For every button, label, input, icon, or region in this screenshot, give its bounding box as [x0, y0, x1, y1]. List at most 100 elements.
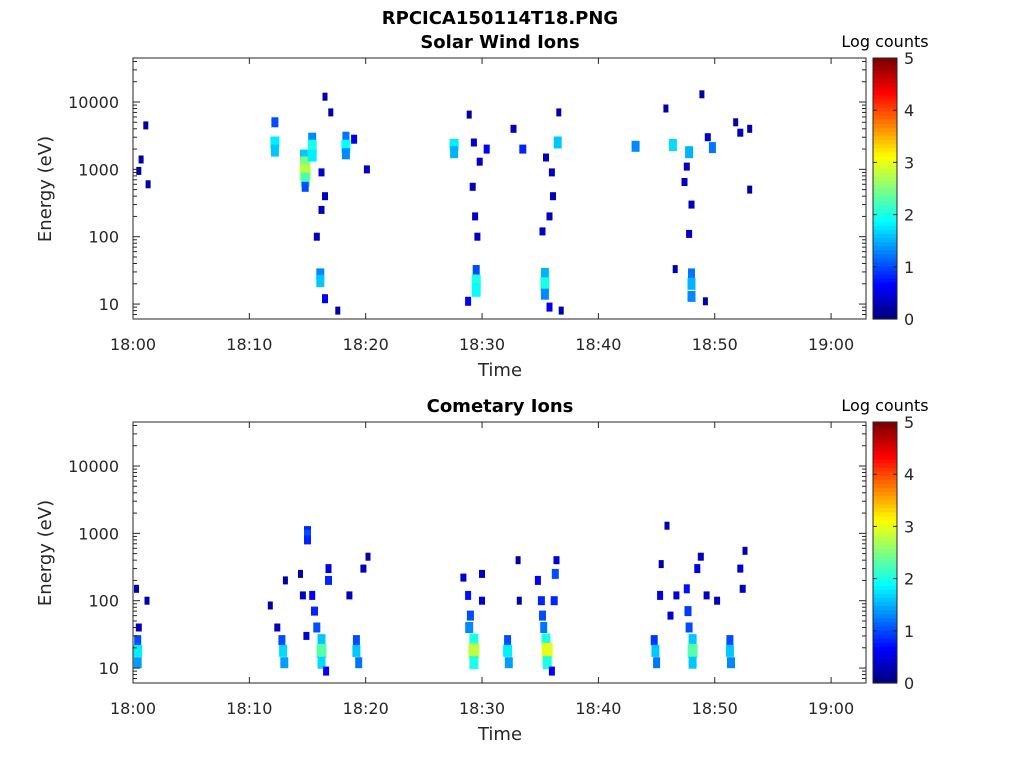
cometary-colorbar-step [873, 560, 897, 566]
cometary-cell-50 [540, 622, 548, 633]
solar-wind-colorbar-step [873, 188, 897, 194]
solar-wind-colorbar-step [873, 155, 897, 161]
cometary-cell-54 [551, 568, 559, 579]
cometary-colorbar-step [873, 674, 897, 680]
cometary-colorbar-step [873, 442, 897, 448]
solar-wind-cell-71 [672, 265, 678, 274]
cometary-cell-68 [685, 622, 693, 633]
cometary-xtick-label-0: 18:00 [110, 699, 156, 718]
cometary-cell-63 [664, 521, 670, 530]
cometary-cell-6 [267, 601, 273, 610]
cometary-colorbar-frame [872, 421, 898, 684]
cometary-cell-43 [503, 644, 513, 657]
cometary-colorbar-step [873, 544, 897, 550]
solar-wind-cell-54 [540, 288, 549, 300]
solar-wind-cell-45 [543, 153, 549, 162]
cometary-cell-23 [317, 656, 326, 669]
solar-wind-colorbar-step [873, 229, 897, 234]
cometary-cell-4 [133, 657, 142, 669]
cometary-cell-46 [516, 596, 522, 605]
solar-wind-colorbar-step [873, 139, 897, 145]
cometary-colorbar-tick-label-3: 3 [904, 517, 914, 536]
solar-wind-colorbar-step [873, 212, 897, 218]
cometary-colorbar-step [873, 434, 897, 439]
solar-wind-xtick-label-0: 18:00 [110, 335, 156, 354]
solar-wind-cell-38 [483, 144, 490, 154]
cometary-cell-5 [144, 596, 150, 605]
solar-wind-colorbar-step [873, 135, 897, 141]
solar-wind-colorbar-step [873, 172, 897, 177]
cometary-colorbar-step [873, 597, 897, 603]
figure-title: RPCICA150114T18.PNG [382, 8, 618, 29]
solar-wind-colorbar-step [873, 217, 897, 222]
cometary-cell-80 [739, 584, 746, 593]
cometary-cell-10 [279, 644, 288, 657]
solar-wind-cell-26 [316, 268, 325, 280]
solar-wind-ytick-label-0: 10 [99, 295, 119, 314]
solar-wind-colorbar-step [873, 233, 897, 239]
cometary-cell-77 [725, 644, 734, 657]
solar-wind-panel: Solar Wind Ions 18:00 18:10 18:20 18:30 18:4… [35, 32, 929, 381]
solar-wind-cell-52 [540, 267, 549, 280]
solar-wind-cell-50 [553, 136, 562, 149]
cometary-colorbar-step [873, 499, 897, 505]
cometary-colorbar-step [873, 617, 897, 623]
solar-wind-ytick-label-1: 100 [88, 228, 119, 247]
cometary-cell-41 [479, 596, 485, 605]
solar-wind-cell-76 [747, 185, 753, 194]
solar-wind-cell-19 [322, 92, 328, 101]
solar-wind-colorbar-step [873, 62, 897, 67]
cometary-xtick-label-2: 18:20 [343, 699, 389, 718]
cometary-colorbar-step [873, 670, 897, 676]
solar-wind-cell-23 [341, 148, 350, 160]
cometary-colorbar-step [873, 589, 897, 594]
solar-wind-colorbar-step [873, 314, 897, 320]
solar-wind-colorbar-step [873, 90, 897, 96]
solar-wind-cell-63 [688, 200, 695, 209]
cometary-colorbar-step [873, 646, 897, 651]
solar-wind-colorbar-step [873, 249, 897, 255]
cometary-cell-65 [673, 591, 680, 600]
solar-wind-cell-12 [308, 132, 317, 144]
solar-wind-cell-20 [328, 108, 334, 117]
solar-wind-colorbar-step [873, 278, 897, 283]
cometary-heatmap [133, 521, 748, 676]
solar-wind-colorbar-step [873, 241, 897, 247]
cometary-colorbar-step [873, 536, 897, 541]
cometary-cell-64 [667, 611, 674, 620]
cometary-colorbar-step [873, 650, 897, 656]
cometary-cell-36 [465, 622, 474, 633]
cometary-colorbar-step [873, 515, 897, 521]
cometary-xtick-label-3: 18:30 [459, 699, 505, 718]
solar-wind-cell-24 [351, 134, 358, 144]
cometary-cell-58 [650, 635, 658, 646]
cometary-xlabel: Time [477, 724, 522, 745]
cometary-cell-55 [553, 556, 560, 565]
solar-wind-colorbar-step [873, 70, 897, 75]
cometary-cell-56 [550, 596, 558, 606]
solar-wind-colorbar-tick-label-0: 0 [904, 310, 914, 329]
cometary-cell-71 [688, 656, 697, 669]
cometary-cell-13 [299, 591, 306, 600]
solar-wind-cell-60 [685, 146, 694, 159]
cometary-cell-75 [714, 596, 721, 605]
solar-wind-cell-37 [474, 232, 481, 241]
solar-wind-cell-27 [316, 275, 325, 287]
cometary-colorbar-step [873, 446, 897, 452]
solar-wind-ytick-label-2: 1000 [78, 160, 119, 179]
cometary-cell-35 [466, 610, 474, 621]
cometary-colorbar-step [873, 470, 897, 476]
cometary-colorbar-tick-label-1: 1 [904, 622, 914, 641]
cometary-colorbar-step [873, 654, 897, 660]
solar-wind-colorbar-step [873, 127, 897, 133]
solar-wind-cell-22 [341, 139, 351, 153]
solar-wind-ylabel: Energy (eV) [35, 136, 56, 242]
solar-wind-cell-18 [313, 232, 320, 241]
solar-wind-xtick-label-3: 18:30 [459, 335, 505, 354]
cometary-cell-79 [737, 564, 744, 573]
solar-wind-colorbar-step [873, 274, 897, 279]
cometary-colorbar-step [873, 548, 897, 554]
cometary-x-axis: 18:00 18:10 18:20 18:30 18:40 18:50 19:00 [110, 422, 854, 718]
cometary-cell-2 [134, 635, 142, 646]
